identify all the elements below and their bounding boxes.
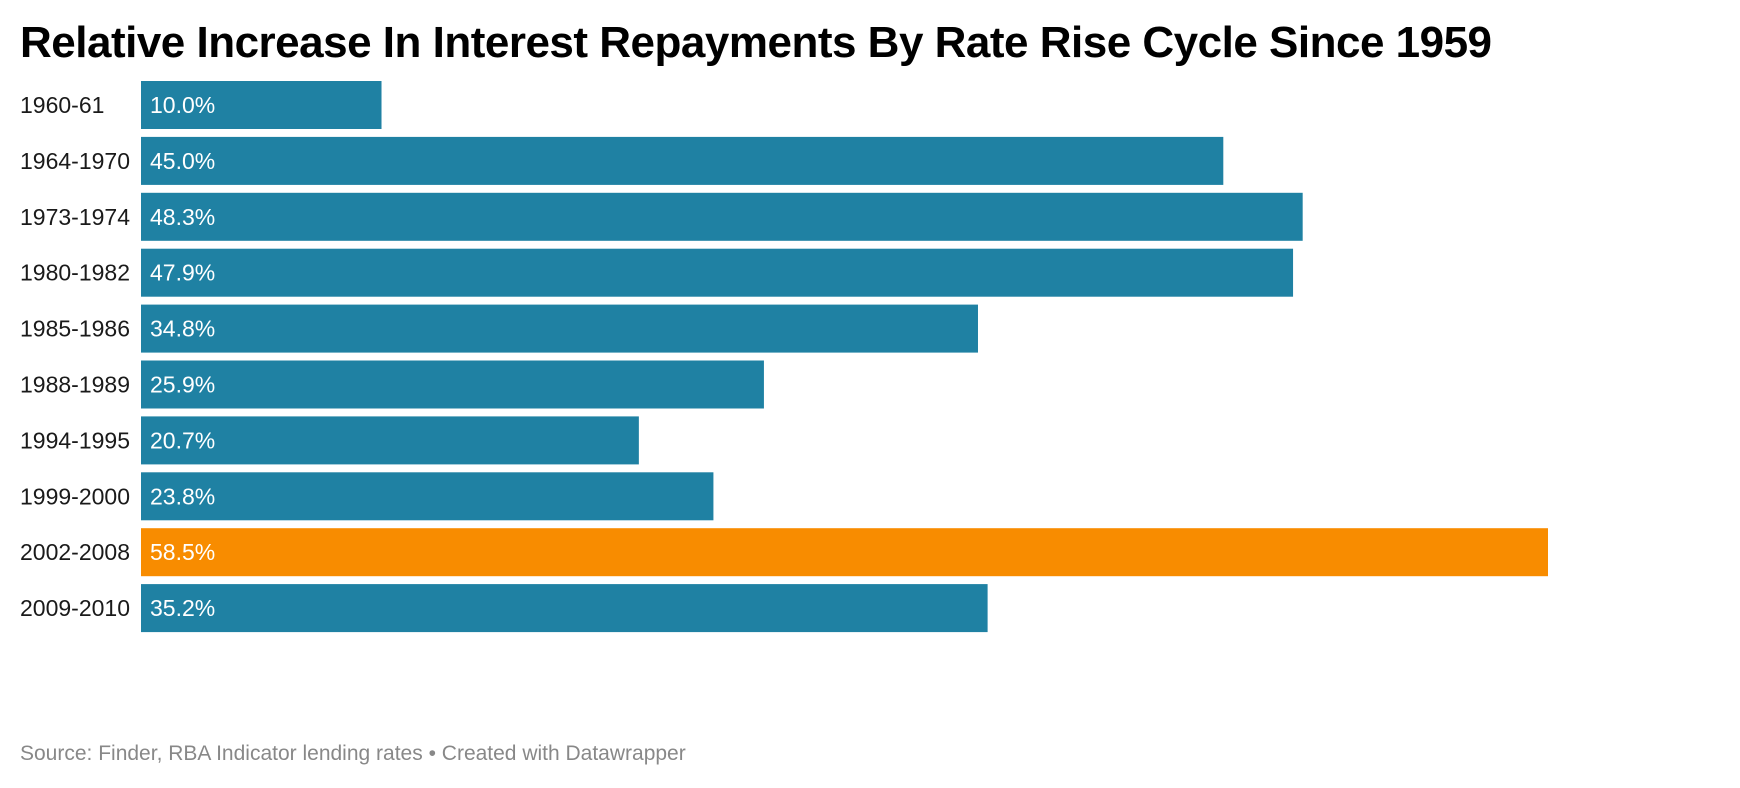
value-label: 23.8% <box>150 483 215 509</box>
category-label: 1994-1995 <box>20 427 130 453</box>
source-note: Source: Finder, RBA Indicator lending ra… <box>20 742 423 765</box>
footer-separator: • <box>428 742 436 765</box>
bar <box>141 472 714 521</box>
datawrapper-credit[interactable]: Created with Datawrapper <box>441 742 686 765</box>
bar-chart: 1960-61 10.0% 1964-1970 45.0% 1973-1974 48.3%… <box>20 81 1548 633</box>
value-label: 45.0% <box>150 148 215 174</box>
category-label: 1980-1982 <box>20 260 130 286</box>
chart-title: Relative Increase In Interest Repayments… <box>20 18 1492 67</box>
bar <box>141 248 1294 297</box>
category-label: 1964-1970 <box>20 148 130 174</box>
category-label: 1973-1974 <box>20 204 130 230</box>
bar <box>141 584 988 633</box>
category-label: 1988-1989 <box>20 372 130 398</box>
value-label: 58.5% <box>150 539 215 565</box>
bar <box>141 192 1303 241</box>
value-label: 47.9% <box>150 260 215 286</box>
category-label: 2009-2010 <box>20 595 130 621</box>
value-label: 34.8% <box>150 316 215 342</box>
value-label: 10.0% <box>150 92 215 118</box>
category-label: 1960-61 <box>20 92 104 118</box>
value-label: 35.2% <box>150 595 215 621</box>
bar <box>141 304 978 353</box>
value-label: 20.7% <box>150 427 215 453</box>
category-label: 1985-1986 <box>20 316 130 342</box>
highlighted-bar <box>141 528 1548 577</box>
value-label: 25.9% <box>150 372 215 398</box>
bar <box>141 136 1224 185</box>
bar <box>141 81 382 129</box>
chart-footer: Source: Finder, RBA Indicator lending ra… <box>20 742 686 766</box>
value-label: 48.3% <box>150 204 215 230</box>
bar <box>141 416 639 465</box>
category-label: 1999-2000 <box>20 483 130 509</box>
category-label: 2002-2008 <box>20 539 130 565</box>
bar <box>141 360 764 409</box>
